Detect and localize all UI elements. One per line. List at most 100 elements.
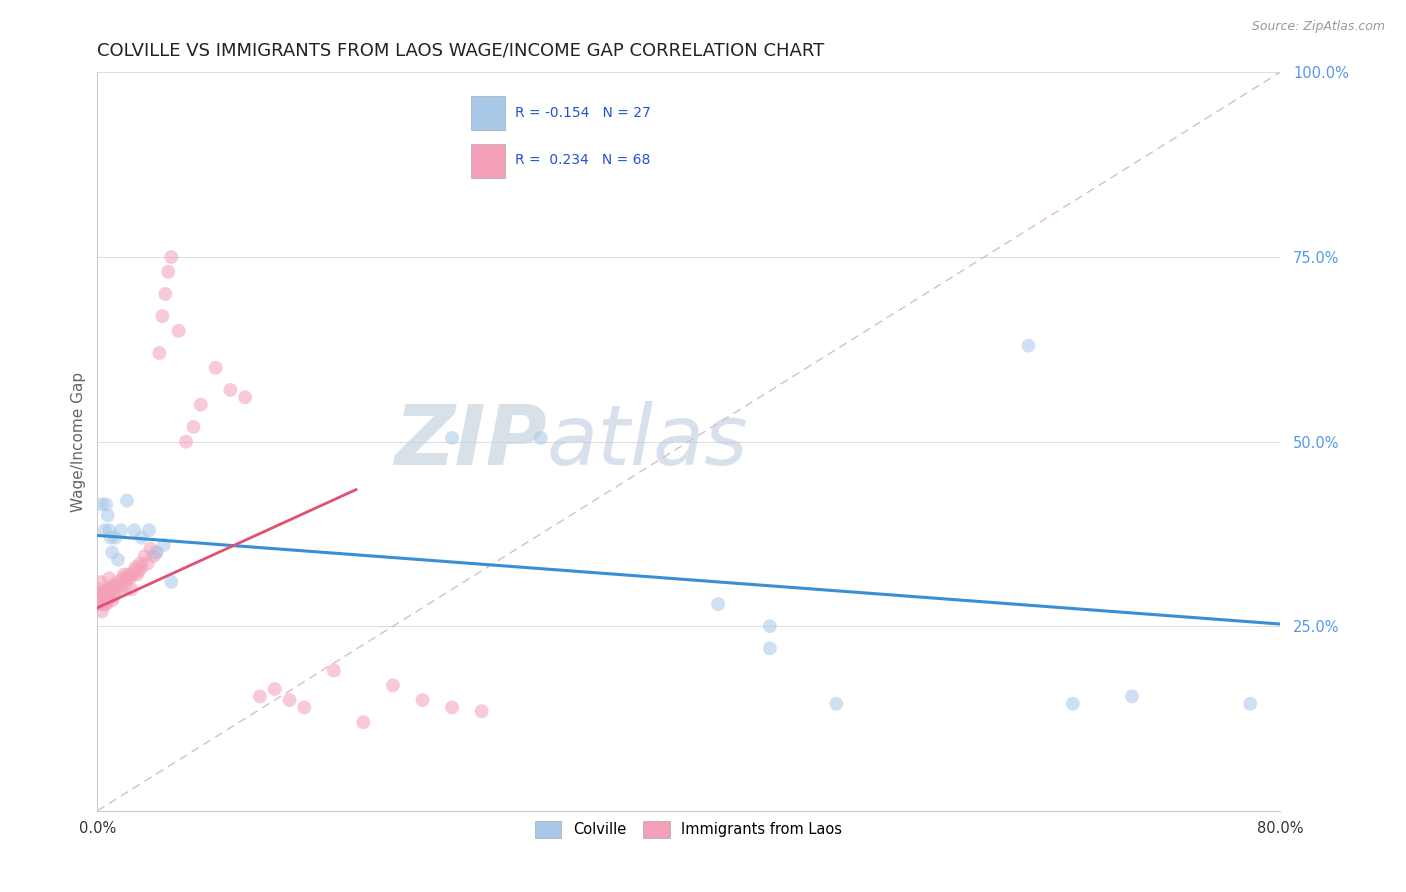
Point bbox=[101, 579, 124, 593]
Point bbox=[100, 582, 122, 597]
Point bbox=[87, 597, 110, 611]
Point bbox=[98, 582, 121, 597]
Point bbox=[100, 531, 122, 545]
Point bbox=[107, 574, 129, 589]
Point bbox=[155, 287, 177, 301]
Point bbox=[115, 571, 138, 585]
Point bbox=[160, 250, 183, 264]
Point bbox=[93, 523, 115, 537]
Point bbox=[183, 420, 205, 434]
Point bbox=[110, 582, 132, 597]
Point bbox=[105, 582, 128, 597]
Point bbox=[352, 715, 374, 730]
Point bbox=[263, 681, 285, 696]
Point bbox=[90, 597, 112, 611]
Point bbox=[100, 590, 122, 604]
Point bbox=[412, 693, 434, 707]
Text: atlas: atlas bbox=[547, 401, 748, 483]
Point bbox=[145, 545, 167, 559]
Point bbox=[115, 493, 138, 508]
Point bbox=[118, 571, 141, 585]
Point bbox=[204, 360, 226, 375]
Point bbox=[87, 582, 110, 597]
Point bbox=[381, 678, 404, 692]
Point bbox=[90, 497, 112, 511]
Point bbox=[96, 497, 118, 511]
Point bbox=[129, 557, 152, 571]
Point bbox=[104, 531, 127, 545]
Point bbox=[1121, 690, 1143, 704]
Point bbox=[104, 579, 127, 593]
Point bbox=[759, 619, 782, 633]
Point bbox=[89, 590, 111, 604]
Point bbox=[98, 523, 121, 537]
Point bbox=[93, 586, 115, 600]
Point bbox=[136, 557, 159, 571]
Text: COLVILLE VS IMMIGRANTS FROM LAOS WAGE/INCOME GAP CORRELATION CHART: COLVILLE VS IMMIGRANTS FROM LAOS WAGE/IN… bbox=[97, 42, 824, 60]
Point bbox=[91, 586, 114, 600]
Point bbox=[825, 697, 848, 711]
Point bbox=[190, 398, 212, 412]
Point bbox=[97, 586, 120, 600]
Text: ZIP: ZIP bbox=[394, 401, 547, 483]
Point bbox=[101, 545, 124, 559]
Point bbox=[142, 549, 165, 563]
Point bbox=[292, 700, 315, 714]
Point bbox=[471, 704, 494, 718]
Point bbox=[219, 383, 242, 397]
Point bbox=[530, 431, 553, 445]
Point bbox=[124, 523, 146, 537]
Point bbox=[145, 545, 167, 559]
Point bbox=[131, 560, 153, 574]
Point bbox=[124, 564, 146, 578]
Point bbox=[233, 390, 256, 404]
Point bbox=[90, 586, 112, 600]
Point bbox=[441, 431, 464, 445]
Point bbox=[103, 590, 125, 604]
Point bbox=[125, 560, 148, 574]
Point bbox=[97, 508, 120, 523]
Point bbox=[93, 597, 115, 611]
Point bbox=[148, 346, 170, 360]
Point bbox=[134, 549, 156, 563]
Point bbox=[108, 579, 131, 593]
Point bbox=[322, 664, 344, 678]
Point bbox=[1239, 697, 1261, 711]
Point bbox=[89, 574, 111, 589]
Point bbox=[110, 523, 132, 537]
Point bbox=[127, 567, 149, 582]
Point bbox=[1062, 697, 1084, 711]
Text: Source: ZipAtlas.com: Source: ZipAtlas.com bbox=[1251, 20, 1385, 33]
Point bbox=[131, 531, 153, 545]
Point bbox=[91, 593, 114, 607]
Point bbox=[150, 309, 173, 323]
Point bbox=[101, 593, 124, 607]
Legend: Colville, Immigrants from Laos: Colville, Immigrants from Laos bbox=[529, 814, 848, 844]
Point bbox=[1018, 338, 1040, 352]
Point bbox=[707, 597, 730, 611]
Point bbox=[138, 523, 160, 537]
Point bbox=[139, 541, 162, 556]
Point bbox=[174, 434, 197, 449]
Point bbox=[111, 571, 134, 585]
Point bbox=[441, 700, 464, 714]
Point bbox=[278, 693, 301, 707]
Point bbox=[153, 538, 176, 552]
Point bbox=[160, 574, 183, 589]
Point bbox=[96, 582, 118, 597]
Point bbox=[96, 597, 118, 611]
Point bbox=[167, 324, 190, 338]
Point bbox=[157, 265, 180, 279]
Point bbox=[114, 579, 136, 593]
Point bbox=[759, 641, 782, 656]
Point bbox=[90, 604, 112, 618]
Point bbox=[249, 690, 271, 704]
Y-axis label: Wage/Income Gap: Wage/Income Gap bbox=[72, 372, 86, 512]
Point bbox=[121, 567, 143, 582]
Point bbox=[107, 553, 129, 567]
Point bbox=[128, 564, 150, 578]
Point bbox=[98, 571, 121, 585]
Point bbox=[112, 567, 135, 582]
Point bbox=[97, 593, 120, 607]
Point bbox=[120, 582, 142, 597]
